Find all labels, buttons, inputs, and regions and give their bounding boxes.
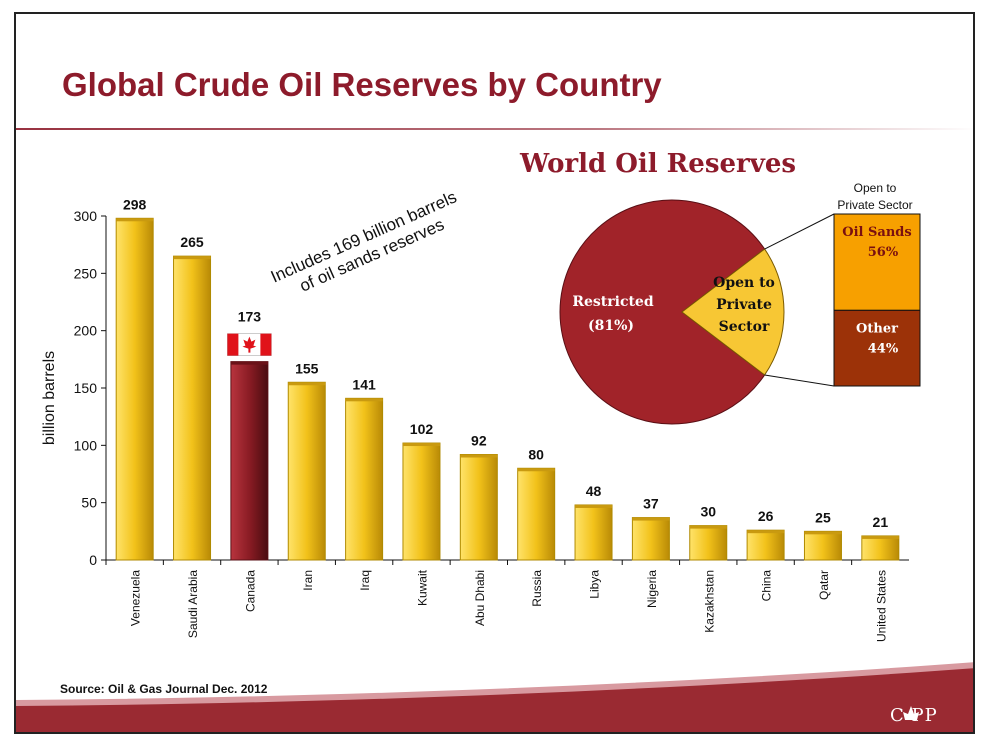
y-tick-label: 300 (74, 208, 98, 224)
footer-swoosh-highlight (16, 662, 973, 706)
page-title: Global Crude Oil Reserves by Country (62, 66, 662, 103)
bar-iran (287, 381, 326, 561)
connector-line (764, 374, 835, 387)
bar-value-label: 173 (238, 309, 262, 325)
bar-cap (173, 256, 211, 260)
bar-cap (575, 504, 613, 508)
x-tick-label: Canada (243, 570, 257, 612)
bar-cap (632, 517, 670, 521)
bar-canada (230, 361, 269, 561)
slide: Global Crude Oil Reserves by Country 0 50… (14, 12, 975, 734)
canada-flag-icon (227, 333, 272, 356)
pie-slice-restricted (559, 199, 766, 425)
pie-title: World Oil Reserves (519, 149, 796, 179)
y-tick-label: 50 (81, 495, 97, 511)
bar-kazakhstan (689, 525, 728, 561)
pie-label-open: Open to (713, 275, 775, 291)
bar-value-label: 141 (352, 376, 376, 392)
bar-value-label: 26 (758, 508, 774, 524)
pie-slice-open (681, 248, 785, 376)
y-tick-label: 150 (74, 380, 98, 396)
bar-china (746, 529, 785, 561)
bar-cap (517, 468, 555, 472)
breakdown-label: Other (856, 321, 898, 336)
x-tick-label: Kazakhstan (702, 570, 716, 633)
bar-value-label: 25 (815, 509, 831, 525)
bar-value-label: 92 (471, 433, 487, 449)
x-tick-label: United States (874, 570, 888, 642)
y-tick-label: 200 (74, 323, 98, 339)
bar-cap (747, 530, 785, 534)
y-axis-label: billion barrels (41, 351, 58, 445)
bar-cap (460, 454, 498, 458)
x-tick-label: Kuwait (415, 569, 429, 606)
pie-label-open: Sector (719, 319, 770, 335)
bar-value-label: 265 (180, 234, 204, 250)
bar-iraq (345, 397, 384, 561)
bar-cap (230, 361, 268, 365)
bar-venezuela (115, 217, 154, 561)
y-tick-label: 250 (74, 265, 98, 281)
x-tick-label: Libya (588, 570, 602, 599)
bar-cap (288, 382, 326, 386)
breakdown-label: Oil Sands (842, 225, 911, 240)
breakdown-value: 56% (868, 245, 899, 260)
connector-line (764, 213, 835, 250)
title-underline (16, 128, 973, 130)
breakdown-title: Open to (854, 181, 897, 195)
decoration-layer (16, 128, 973, 732)
y-tick-label: 100 (74, 437, 98, 453)
bar-russia (517, 467, 556, 561)
bar-value-label: 30 (700, 504, 716, 520)
bar-cap (689, 525, 727, 529)
bar-libya (574, 504, 613, 561)
bar-chart: 0 50 100 150 200 250 300 billion barrels 298 Vene… (41, 187, 909, 642)
bar-value-label: 80 (528, 446, 544, 462)
breakdown-title: Private Sector (837, 198, 912, 212)
x-tick-label: Iran (301, 570, 315, 591)
bar-value-label: 298 (123, 196, 147, 212)
bar-united-states (861, 535, 900, 561)
bar-cap (861, 535, 899, 539)
bar-value-label: 21 (873, 514, 889, 530)
bar-value-label: 48 (586, 483, 602, 499)
bar-cap (402, 443, 440, 447)
x-tick-label: Iraq (358, 570, 372, 591)
x-tick-label: Venezuela (129, 570, 143, 626)
bar-nigeria (631, 517, 670, 561)
bar-value-label: 155 (295, 360, 319, 376)
pie-label-open: Private (716, 297, 772, 313)
bar-value-label: 102 (410, 421, 434, 437)
bar-value-label: 37 (643, 496, 659, 512)
x-tick-label: Saudi Arabia (186, 570, 200, 638)
bar-cap (804, 531, 842, 535)
x-tick-label: China (760, 570, 774, 602)
y-tick-label: 0 (89, 552, 97, 568)
pie-label-restricted: Restricted (572, 294, 653, 310)
pie-value-restricted: (81%) (588, 318, 634, 334)
bar-cap (116, 218, 154, 222)
breakdown-value: 44% (868, 341, 899, 356)
pie-chart: World Oil Reserves Restricted (81%) Open to… (519, 149, 921, 425)
bar-cap (345, 398, 383, 402)
bar-abu-dhabi (459, 454, 498, 561)
x-tick-label: Abu Dhabi (473, 570, 487, 626)
x-tick-label: Russia (530, 570, 544, 607)
x-tick-label: Nigeria (645, 570, 659, 608)
source-note: Source: Oil & Gas Journal Dec. 2012 (60, 682, 268, 696)
x-tick-label: Qatar (817, 570, 831, 600)
bar-kuwait (402, 442, 441, 561)
breakdown-segment (833, 309, 921, 387)
